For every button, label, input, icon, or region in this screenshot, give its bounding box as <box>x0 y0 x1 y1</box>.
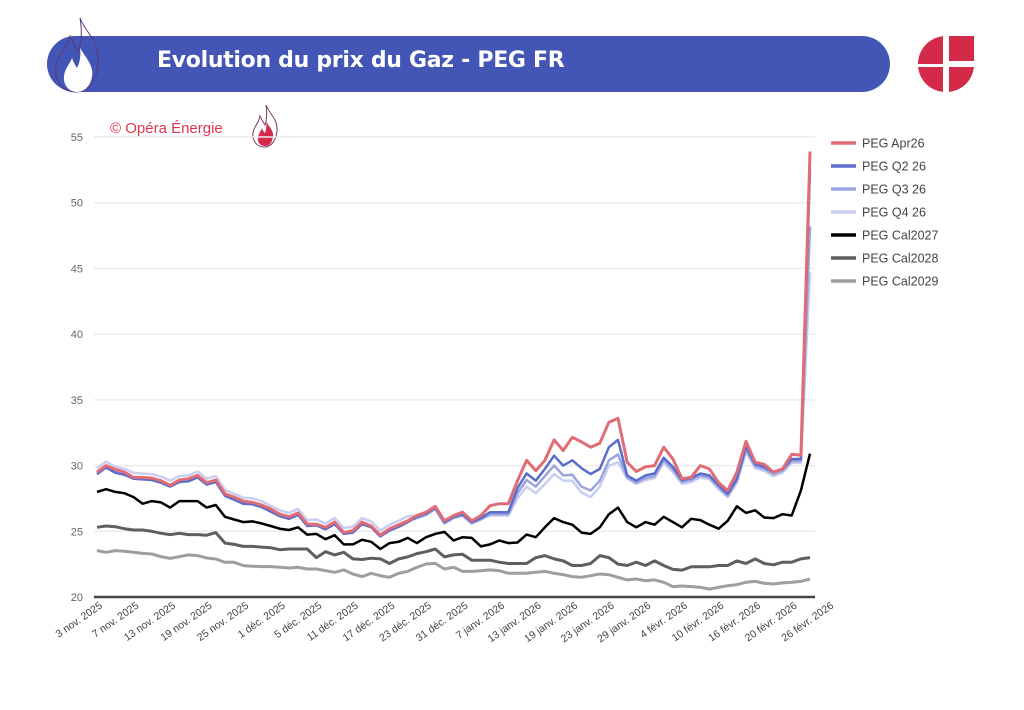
series-line-peg-apr26 <box>96 151 812 537</box>
series-line-peg-q3-26 <box>96 226 812 537</box>
legend-label: PEG Apr26 <box>862 137 925 151</box>
y-tick-label: 20 <box>71 592 83 604</box>
y-tick-label: 45 <box>71 263 83 275</box>
series-line-peg-q4-26 <box>96 272 812 532</box>
flame-icon <box>55 17 99 93</box>
legend-label: PEG Cal2028 <box>862 252 938 266</box>
y-tick-label: 35 <box>71 395 83 407</box>
title-banner <box>47 36 890 92</box>
legend-label: PEG Cal2027 <box>862 229 938 243</box>
legend-label: PEG Cal2029 <box>862 275 938 289</box>
y-tick-label: 25 <box>71 526 83 538</box>
series-line-peg-cal2029 <box>96 549 811 591</box>
watermark-flame-icon <box>252 104 278 148</box>
series-line-peg-cal2027 <box>96 453 812 551</box>
page-title: Evolution du prix du Gaz - PEG FR <box>157 48 565 73</box>
y-tick-label: 50 <box>71 198 83 210</box>
watermark-text: © Opéra Énergie <box>110 120 223 137</box>
y-tick-label: 55 <box>71 132 83 144</box>
legend-label: PEG Q4 26 <box>862 206 926 220</box>
legend-label: PEG Q3 26 <box>862 183 926 197</box>
series-line-peg-cal2028 <box>96 524 811 572</box>
y-tick-label: 30 <box>71 461 83 473</box>
y-tick-label: 40 <box>71 329 83 341</box>
legend-label: PEG Q2 26 <box>862 160 926 174</box>
opera-energie-logo <box>918 36 974 92</box>
